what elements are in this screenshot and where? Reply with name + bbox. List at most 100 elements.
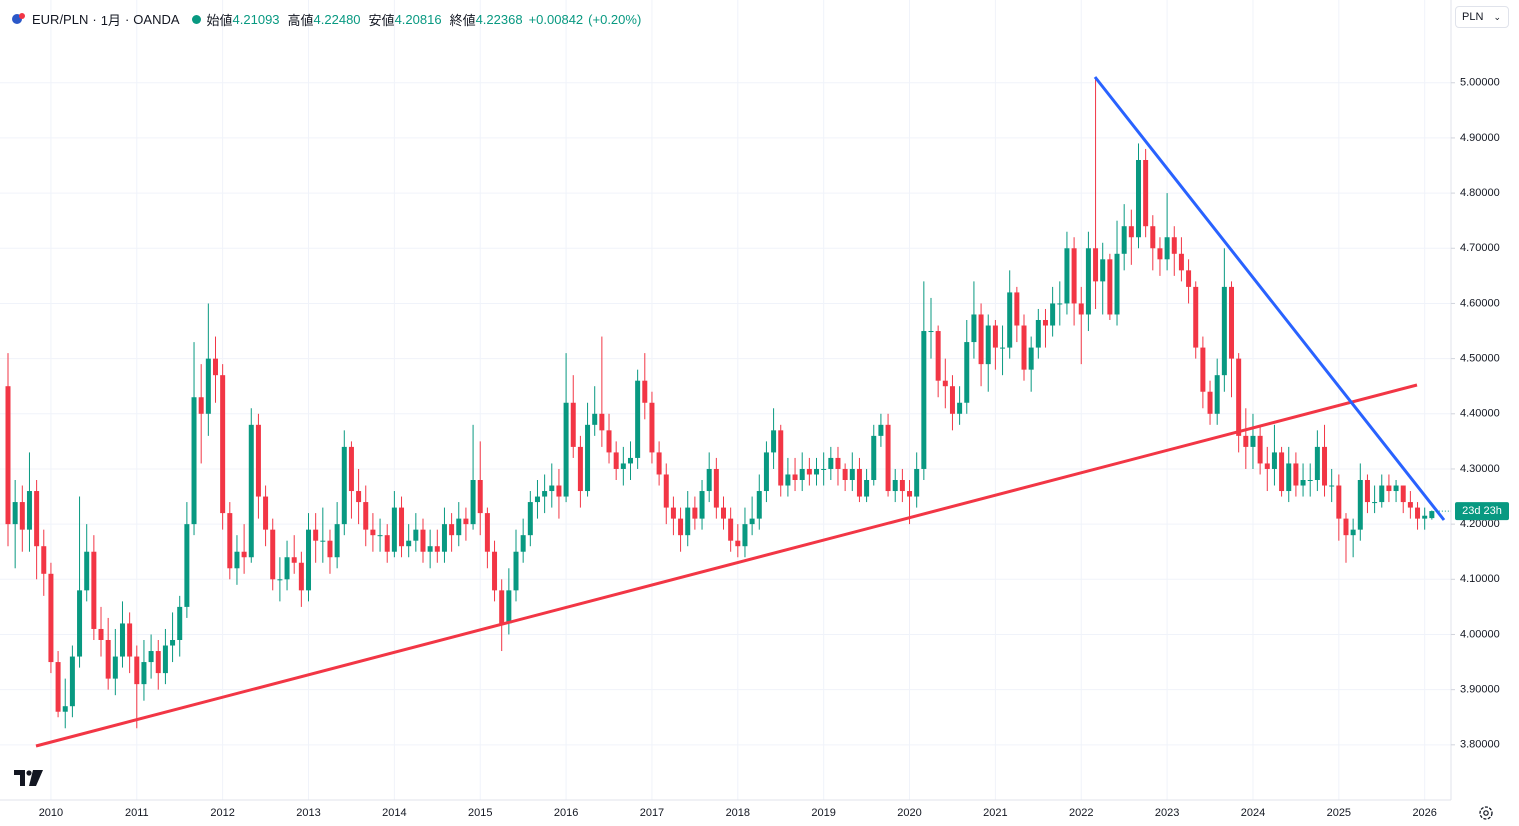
candle-body: [1271, 452, 1277, 469]
candle-body: [12, 502, 18, 525]
candle-body: [34, 491, 40, 547]
gear-center: [1483, 810, 1489, 816]
candle-body: [291, 557, 297, 563]
candle-body: [742, 524, 748, 547]
candle-body: [477, 480, 483, 514]
candle-body: [1229, 286, 1235, 359]
candle-body: [821, 468, 827, 470]
candle-body: [842, 468, 848, 480]
candle-body: [399, 507, 405, 547]
candle-body: [234, 551, 240, 569]
candle-body: [692, 507, 698, 519]
candle-body: [713, 468, 719, 508]
candle-body: [1028, 347, 1034, 370]
candle-body: [499, 590, 505, 624]
close-label: 終値: [449, 12, 476, 28]
interval[interactable]: 1月: [100, 12, 121, 28]
candle-body: [1279, 452, 1285, 492]
gear-outline: [1479, 806, 1493, 820]
candle-body: [577, 446, 583, 492]
candle-body: [1193, 286, 1199, 348]
candle-body: [105, 640, 111, 679]
candle-body: [949, 386, 955, 414]
candle-body: [1221, 286, 1227, 376]
separator: ·: [124, 11, 130, 27]
candle-body: [663, 474, 669, 508]
candle-body: [348, 446, 354, 492]
flag-icons: [12, 13, 25, 24]
candle-body: [1000, 347, 1006, 349]
candle-body: [1429, 511, 1435, 519]
settings-icon[interactable]: [1479, 806, 1493, 820]
candle-body: [542, 491, 548, 497]
candle-body: [635, 380, 641, 458]
candle-body: [1364, 480, 1370, 503]
symbol[interactable]: EUR/PLN: [32, 11, 89, 27]
candle-body: [384, 535, 390, 552]
candle-body: [127, 623, 133, 657]
countdown-label: 23d 23h: [1462, 505, 1502, 517]
candle-body: [177, 606, 183, 640]
candle-body: [1329, 485, 1335, 487]
x-tick-label: 2023: [1155, 807, 1179, 819]
candle-body: [5, 386, 11, 525]
y-tick-label: 4.90000: [1460, 132, 1500, 144]
candle-body: [484, 513, 490, 552]
candle-body: [1042, 320, 1048, 326]
x-tick-label: 2014: [382, 807, 406, 819]
x-tick-label: 2021: [983, 807, 1007, 819]
candle-body: [1264, 463, 1270, 469]
candle-body: [1021, 325, 1027, 370]
candle-body: [98, 628, 104, 640]
candle-body: [263, 496, 269, 530]
candle-body: [1407, 502, 1413, 508]
candle-body: [1372, 502, 1378, 504]
candle-body: [298, 562, 304, 591]
change-value: +0.00842: [528, 11, 584, 27]
candle-body: [849, 468, 855, 480]
candle-body: [205, 358, 211, 414]
currency-button[interactable]: PLN ⌄: [1455, 6, 1509, 28]
candle-body: [1400, 485, 1406, 503]
candle-body: [370, 529, 376, 536]
x-tick-label: 2013: [296, 807, 320, 819]
y-tick-label: 4.60000: [1460, 297, 1500, 309]
y-tick-label: 4.50000: [1460, 353, 1500, 365]
x-tick-label: 2017: [640, 807, 664, 819]
candle-body: [62, 706, 68, 712]
candle-body: [1128, 226, 1134, 238]
candle-body: [255, 424, 261, 497]
candle-body: [1322, 446, 1328, 486]
logo-part: [14, 770, 25, 786]
candle-body: [1121, 226, 1127, 254]
candle-body: [449, 524, 455, 536]
candle-body: [420, 529, 426, 552]
tv-logo[interactable]: [14, 770, 43, 786]
candle-body: [978, 314, 984, 365]
candle-body: [606, 430, 612, 453]
y-tick-label: 5.00000: [1460, 77, 1500, 89]
candle-body: [1064, 248, 1070, 304]
x-tick-label: 2024: [1241, 807, 1265, 819]
candle-body: [1307, 480, 1313, 481]
candle-body: [1078, 303, 1084, 315]
candle-body: [1343, 518, 1349, 536]
candle-body: [985, 325, 991, 365]
candle-body: [928, 331, 934, 333]
candle-body: [685, 507, 691, 536]
candle-body: [1085, 248, 1091, 315]
candle-body: [935, 331, 941, 381]
symbol-header: EUR/PLN · 1月 · OANDA 始値 4.21093 高値 4.224…: [10, 9, 641, 29]
candle-body: [1157, 248, 1163, 260]
y-tick-label: 4.20000: [1460, 518, 1500, 530]
candle-body: [77, 590, 83, 657]
candle-body: [341, 446, 347, 525]
candle-body: [885, 424, 891, 492]
candle-body: [1286, 463, 1292, 492]
candle-body: [19, 502, 25, 530]
candle-body: [828, 457, 834, 469]
candle-body: [48, 573, 54, 663]
candle-body: [892, 480, 898, 492]
candle-body: [406, 540, 412, 547]
